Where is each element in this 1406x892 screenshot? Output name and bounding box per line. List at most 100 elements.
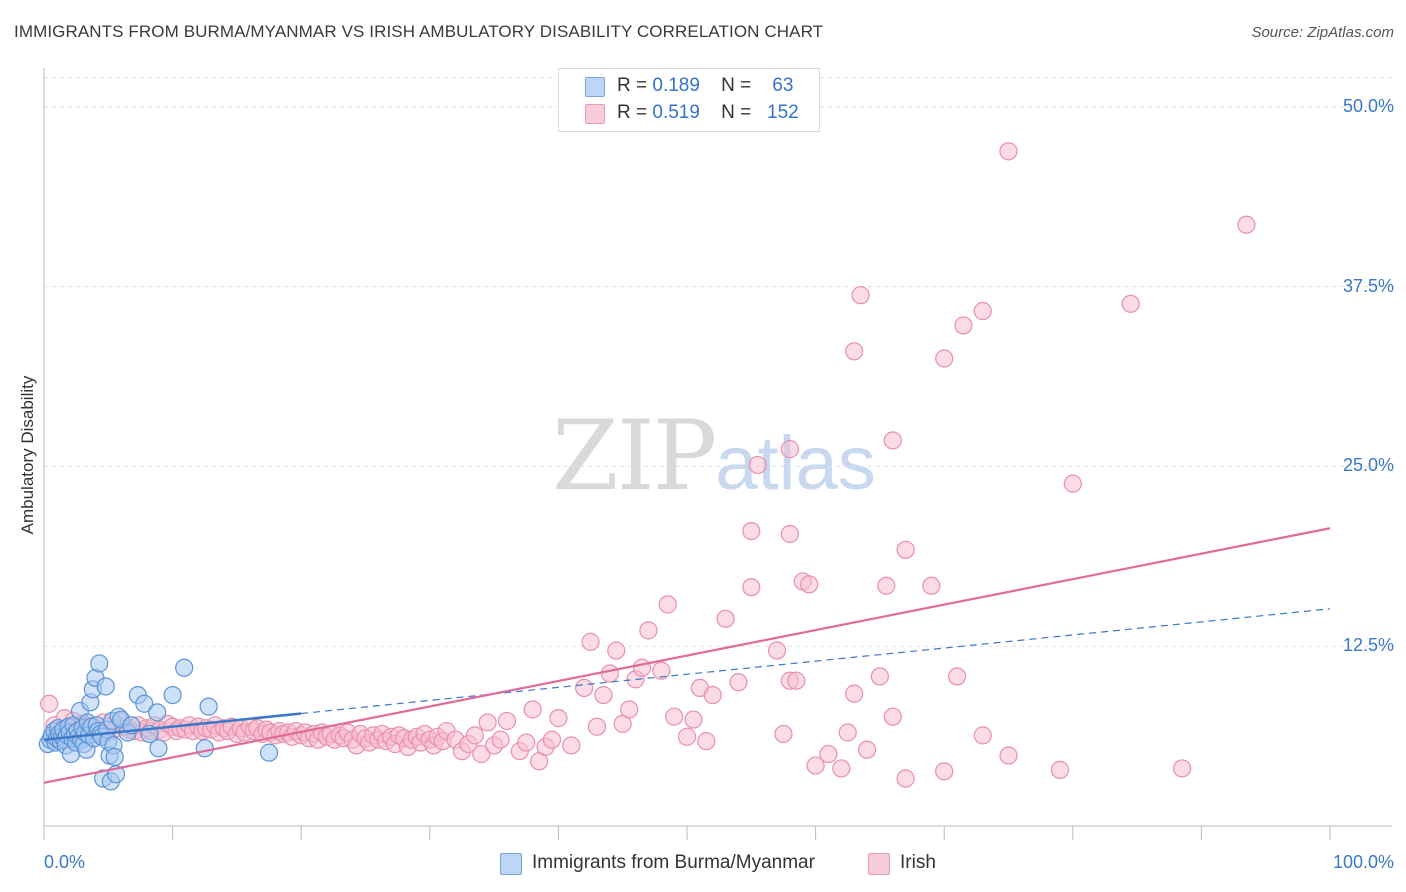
point-irish bbox=[472, 744, 491, 764]
x-tick-label-min: 0.0% bbox=[44, 852, 86, 872]
point-irish bbox=[806, 756, 825, 775]
y-tick-label: 12.5% bbox=[1342, 635, 1394, 656]
point-irish bbox=[523, 700, 542, 719]
point-irish bbox=[581, 632, 600, 651]
y-axis-label: Ambulatory Disability bbox=[18, 375, 37, 535]
point-irish bbox=[954, 316, 973, 335]
point-burma bbox=[105, 747, 124, 767]
legend-n-label: N = bbox=[721, 75, 752, 96]
point-irish bbox=[883, 431, 902, 450]
point-irish bbox=[491, 730, 510, 749]
point-irish bbox=[465, 726, 484, 745]
point-irish bbox=[742, 522, 761, 541]
source-label: Source: ZipAtlas.com bbox=[1251, 24, 1394, 41]
point-irish bbox=[703, 685, 722, 705]
point-irish bbox=[845, 342, 864, 361]
point-irish bbox=[684, 710, 703, 729]
point-irish bbox=[947, 667, 967, 686]
point-irish bbox=[1173, 759, 1192, 778]
point-burma bbox=[259, 743, 279, 762]
watermark: ZIPatlas bbox=[552, 400, 876, 512]
point-burma bbox=[149, 739, 168, 758]
point-burma bbox=[135, 694, 154, 713]
y-tick-label: 25.0% bbox=[1342, 455, 1394, 476]
point-irish bbox=[819, 744, 838, 764]
point-irish bbox=[658, 595, 677, 614]
point-irish bbox=[677, 727, 697, 746]
point-irish bbox=[632, 658, 652, 677]
point-irish bbox=[748, 455, 767, 475]
point-irish bbox=[883, 707, 902, 726]
point-irish bbox=[999, 746, 1018, 765]
point-burma bbox=[199, 697, 218, 716]
point-irish bbox=[845, 684, 864, 703]
point-irish bbox=[478, 713, 497, 732]
point-irish bbox=[594, 685, 613, 705]
point-irish bbox=[870, 667, 890, 686]
point-irish bbox=[40, 694, 59, 713]
chart-title: IMMIGRANTS FROM BURMA/MYANMAR VS IRISH A… bbox=[14, 22, 824, 41]
point-irish bbox=[562, 736, 581, 755]
point-irish bbox=[542, 730, 562, 749]
point-irish bbox=[774, 724, 793, 744]
point-irish bbox=[935, 349, 954, 368]
point-irish bbox=[851, 286, 870, 305]
point-irish bbox=[607, 641, 626, 660]
point-irish bbox=[857, 740, 877, 759]
point-irish bbox=[575, 678, 594, 698]
watermark-zip: ZIP bbox=[552, 400, 717, 512]
point-irish bbox=[973, 726, 992, 745]
point-irish bbox=[517, 733, 536, 752]
legend-n-label: N = bbox=[721, 102, 752, 123]
point-irish bbox=[896, 540, 915, 559]
point-irish bbox=[697, 732, 716, 751]
point-irish bbox=[896, 769, 915, 788]
point-irish bbox=[973, 301, 992, 321]
legend-n-value-irish: 152 bbox=[767, 102, 799, 123]
legend-r-label: R = bbox=[617, 75, 648, 96]
point-irish bbox=[999, 142, 1018, 161]
point-burma bbox=[148, 703, 167, 722]
point-irish bbox=[716, 609, 735, 628]
trend-lines bbox=[43, 527, 1331, 784]
legend-r-value-burma: 0.189 bbox=[652, 75, 700, 96]
data-points bbox=[38, 142, 1256, 791]
point-irish bbox=[600, 664, 619, 683]
point-irish bbox=[1063, 474, 1082, 493]
point-irish bbox=[767, 641, 787, 660]
bottom-legend-swatch-irish bbox=[868, 853, 890, 875]
point-irish bbox=[787, 671, 806, 690]
point-irish bbox=[497, 711, 517, 731]
point-irish bbox=[1237, 215, 1256, 234]
point-irish bbox=[838, 723, 857, 742]
legend-n-value-burma: 63 bbox=[772, 75, 794, 96]
point-irish bbox=[652, 661, 671, 680]
point-irish bbox=[639, 621, 658, 640]
point-irish bbox=[935, 762, 954, 781]
point-irish bbox=[1121, 294, 1140, 313]
point-irish bbox=[620, 700, 639, 719]
x-tick-label-max: 100.0% bbox=[1332, 852, 1394, 872]
legend-r-label: R = bbox=[617, 102, 648, 123]
point-irish bbox=[1050, 760, 1070, 780]
y-tick-label: 50.0% bbox=[1342, 95, 1394, 116]
legend-swatch-burma bbox=[585, 77, 605, 97]
trend-line-burma-dashed bbox=[301, 608, 1331, 715]
stats-legend: R = 0.189 N = 63 R = 0.519 N = 152 bbox=[558, 68, 820, 132]
bottom-legend-label-irish: Irish bbox=[900, 852, 936, 873]
point-irish bbox=[729, 673, 748, 692]
point-irish bbox=[922, 576, 941, 595]
trend-line-burma bbox=[43, 712, 302, 741]
legend-r-value-irish: 0.519 bbox=[652, 102, 700, 123]
bottom-legend-swatch-burma bbox=[500, 853, 522, 875]
point-irish bbox=[587, 717, 607, 736]
point-burma bbox=[195, 739, 214, 758]
point-irish bbox=[800, 575, 819, 594]
bottom-legend-label-burma: Immigrants from Burma/Myanmar bbox=[532, 852, 815, 873]
point-irish bbox=[665, 707, 684, 726]
legend-swatch-irish bbox=[585, 104, 605, 124]
point-burma bbox=[96, 677, 115, 696]
point-irish bbox=[877, 576, 896, 595]
point-irish bbox=[780, 524, 799, 544]
